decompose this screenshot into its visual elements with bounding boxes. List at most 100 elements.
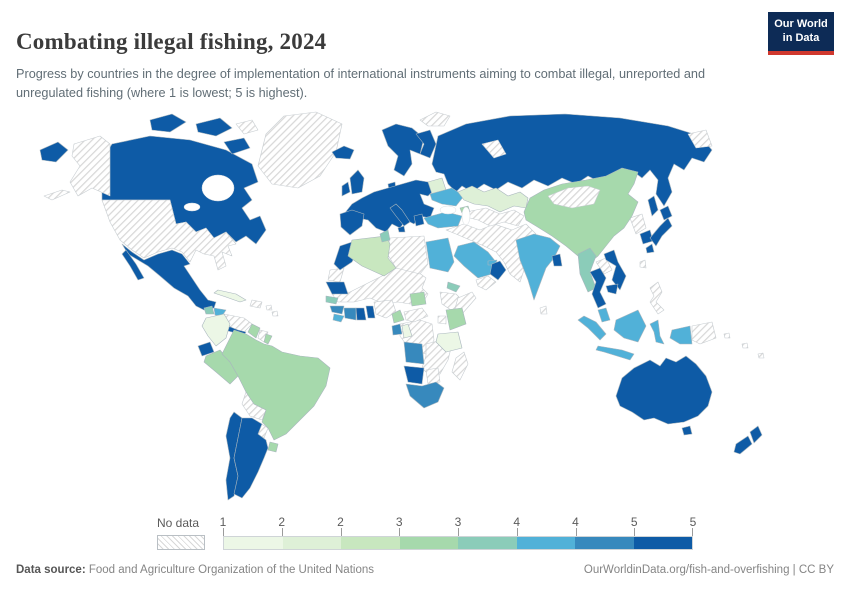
country-hispaniola[interactable] <box>249 299 263 309</box>
country-finland[interactable] <box>415 129 437 159</box>
country-guinea[interactable] <box>329 305 345 315</box>
country-ireland[interactable] <box>341 181 351 197</box>
country-norway-sweden[interactable] <box>381 123 425 177</box>
country-myanmar[interactable] <box>577 247 597 293</box>
country-uruguay[interactable] <box>267 441 279 453</box>
country-vietnam[interactable] <box>603 249 627 291</box>
country-french-guiana[interactable] <box>263 333 273 345</box>
country-united-states[interactable] <box>101 199 237 271</box>
country-guatemala[interactable] <box>203 305 215 315</box>
country-indonesia-sulawesi[interactable] <box>649 319 665 345</box>
country-congo[interactable] <box>401 323 413 339</box>
legend-segment[interactable] <box>224 537 283 549</box>
country-cuba[interactable] <box>213 289 247 303</box>
owid-logo[interactable]: Our World in Data <box>768 12 834 55</box>
country-alaska[interactable] <box>69 135 111 197</box>
country-sakhalin[interactable] <box>647 195 659 217</box>
country-iberia[interactable] <box>339 209 365 236</box>
country-malaysia-peninsular[interactable] <box>597 307 611 323</box>
country-indonesia-sumatra[interactable] <box>577 315 607 341</box>
country-senegal[interactable] <box>325 295 339 305</box>
legend-segment[interactable] <box>633 537 692 549</box>
country-mauritania[interactable] <box>325 281 349 295</box>
country-greece[interactable] <box>413 213 425 227</box>
country-cambodia[interactable] <box>605 283 619 295</box>
country-colombia[interactable] <box>201 313 231 347</box>
country-south-africa[interactable] <box>405 381 445 409</box>
legend-segment[interactable] <box>516 537 575 549</box>
country-caribbean-b[interactable] <box>271 310 279 317</box>
country-cameroon[interactable] <box>391 309 405 324</box>
country-north-korea[interactable] <box>629 213 647 235</box>
country-borneo[interactable] <box>613 309 647 343</box>
legend-segment[interactable] <box>282 537 341 549</box>
country-cote-divoire[interactable] <box>343 307 357 321</box>
country-indonesia-papua[interactable] <box>669 325 693 345</box>
country-mexico[interactable] <box>121 243 217 311</box>
country-indonesia-java[interactable] <box>595 345 635 361</box>
legend-bar[interactable] <box>223 536 693 550</box>
legend-segment[interactable] <box>575 537 634 549</box>
country-japan-honshu[interactable] <box>649 217 673 247</box>
country-thailand[interactable] <box>589 267 607 309</box>
country-oman[interactable] <box>489 260 507 281</box>
legend-segment[interactable] <box>458 537 517 549</box>
country-sahel-sudan[interactable] <box>331 267 429 305</box>
country-pacific-c[interactable] <box>757 352 765 359</box>
country-kenya[interactable] <box>445 307 467 331</box>
country-china[interactable] <box>523 167 639 265</box>
country-arctic-hatch[interactable] <box>235 119 259 135</box>
country-severnaya-zemlya[interactable] <box>687 129 713 149</box>
country-brazil[interactable] <box>221 329 331 441</box>
legend-no-data[interactable]: No data <box>157 516 205 550</box>
country-arctic-a[interactable] <box>149 113 187 133</box>
country-russia[interactable] <box>431 113 713 207</box>
country-guyana[interactable] <box>247 323 261 339</box>
country-kazakhstan[interactable] <box>457 185 529 213</box>
country-eritrea[interactable] <box>446 281 461 293</box>
country-india[interactable] <box>515 233 561 301</box>
owid-link[interactable]: OurWorldinData.org/fish-and-overfishing … <box>583 564 834 576</box>
country-japan-hokkaido[interactable] <box>659 205 673 221</box>
country-philippines[interactable] <box>649 281 665 315</box>
legend-segment[interactable] <box>341 537 400 549</box>
country-japan-kyushu[interactable] <box>645 243 655 254</box>
country-new-zealand-south[interactable] <box>733 435 753 455</box>
country-papua-new-guinea[interactable] <box>691 321 717 345</box>
country-iceland[interactable] <box>331 145 355 160</box>
country-angola[interactable] <box>403 341 425 365</box>
country-central-african-republic[interactable] <box>403 307 429 323</box>
country-italy[interactable] <box>389 203 411 227</box>
country-novaya-zemlya[interactable] <box>481 139 507 159</box>
country-bangladesh[interactable] <box>551 253 563 267</box>
country-tasmania[interactable] <box>681 425 693 436</box>
country-nigeria[interactable] <box>373 299 397 319</box>
country-peru[interactable] <box>203 349 239 385</box>
country-sri-lanka[interactable] <box>539 305 548 315</box>
country-arctic-c[interactable] <box>223 137 251 155</box>
country-central-asia[interactable] <box>465 207 525 227</box>
country-sicily[interactable] <box>397 225 406 233</box>
country-ecuador[interactable] <box>197 341 215 357</box>
country-aleutians[interactable] <box>43 189 71 201</box>
country-uganda[interactable] <box>437 315 447 325</box>
country-south-sudan[interactable] <box>409 291 427 307</box>
country-egypt[interactable] <box>425 237 455 273</box>
country-caribbean-a[interactable] <box>265 304 273 311</box>
country-western-sahara[interactable] <box>327 267 345 283</box>
country-mongolia-overlay[interactable] <box>547 185 601 209</box>
legend-segment[interactable] <box>399 537 458 549</box>
country-botswana[interactable] <box>425 367 441 385</box>
no-data-swatch[interactable] <box>157 535 205 550</box>
country-pacific-b[interactable] <box>741 342 749 349</box>
country-new-zealand-north[interactable] <box>749 425 763 444</box>
country-greenland[interactable] <box>257 111 343 189</box>
country-svalbard[interactable] <box>419 111 451 127</box>
country-namibia[interactable] <box>403 365 425 385</box>
country-europe-mainland[interactable] <box>343 179 435 233</box>
country-sierra-leone-liberia[interactable] <box>332 313 345 323</box>
country-australia[interactable] <box>615 355 713 425</box>
country-united-kingdom[interactable] <box>349 169 365 195</box>
country-gabon[interactable] <box>391 323 403 336</box>
country-ghana[interactable] <box>355 307 367 321</box>
